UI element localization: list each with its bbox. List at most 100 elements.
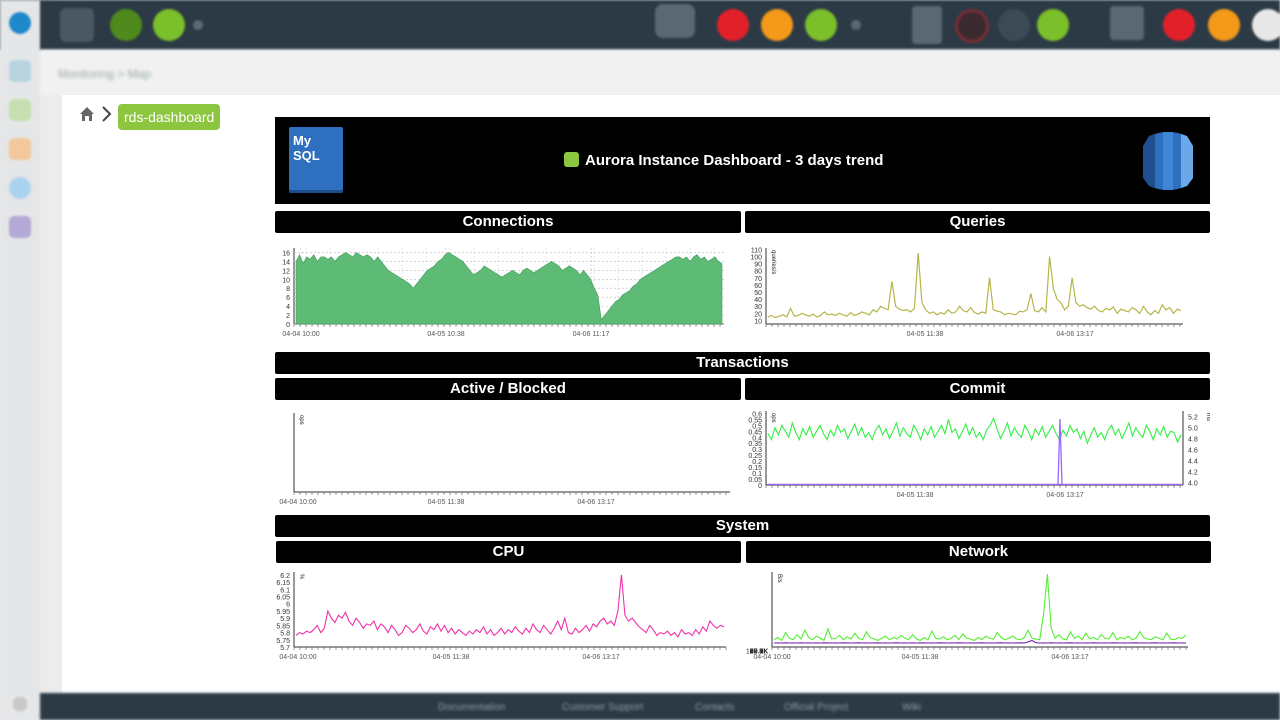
expand-icon[interactable] [13, 697, 27, 711]
top-breadcrumb-text: Monitoring > Map [58, 67, 152, 81]
footer-link[interactable]: Customer Support [562, 702, 644, 713]
y-tick-label: 5.8 [280, 631, 290, 638]
connections-area [295, 252, 723, 325]
y-tick-label: 0.25 [748, 453, 762, 460]
section-commit: Commit [745, 378, 1210, 400]
y-tick-label: 58.6K [750, 649, 769, 656]
right-y-tick-label: 4.2 [1188, 469, 1198, 476]
avatar[interactable] [1252, 9, 1280, 41]
footer-link[interactable]: Official Project [784, 702, 849, 713]
network-icon[interactable] [1110, 6, 1144, 40]
mail-icon[interactable] [9, 138, 31, 160]
app-icon[interactable] [60, 8, 94, 42]
section-queries: Queries [745, 211, 1210, 233]
y-unit-label: ops [298, 415, 304, 425]
status-green-icon[interactable] [110, 9, 142, 41]
y-tick-label: 5.75 [276, 638, 290, 645]
home-icon[interactable] [9, 60, 31, 82]
chevron-down-icon[interactable] [193, 20, 203, 30]
y-tick-label: 10 [282, 277, 290, 284]
y-tick-label: 90 [754, 262, 762, 269]
dashboard-title-text: Aurora Instance Dashboard - 3 days trend [585, 152, 884, 169]
y-tick-label: 6 [286, 602, 290, 609]
y-tick-label: 50 [754, 290, 762, 297]
status-square-icon [564, 152, 579, 167]
y-tick-label: 70 [754, 276, 762, 283]
y-unit-label: ms [1205, 413, 1210, 421]
commit-ops-line [767, 416, 1182, 445]
y-tick-label: 0.2 [752, 459, 762, 466]
section-system: System [275, 515, 1210, 537]
right-y-tick-label: 4.0 [1188, 480, 1198, 487]
x-tick-label: 04-05 11:38 [897, 492, 934, 499]
status-green-icon[interactable] [153, 9, 185, 41]
status-green-icon[interactable] [1037, 9, 1069, 41]
queries-line [767, 252, 1182, 319]
y-tick-label: 14 [282, 259, 290, 266]
commit-chart: 00.050.10.150.20.250.30.350.40.450.50.55… [748, 411, 1210, 499]
y-tick-label: 97.7K [750, 649, 769, 656]
alert-red-icon[interactable] [717, 9, 749, 41]
y-tick-label: 5.95 [276, 609, 290, 616]
dashboard-title: Aurora Instance Dashboard - 3 days trend [564, 152, 883, 169]
y-tick-label: 0.15 [748, 465, 762, 472]
y-tick-label: 0.45 [748, 429, 762, 436]
dashboard-header: My SQL Aurora Instance Dashboard - 3 day… [275, 117, 1210, 204]
y-tick-label: 12 [282, 268, 290, 275]
server-icon[interactable] [912, 6, 942, 44]
y-tick-label: 4 [286, 304, 290, 311]
y-tick-label: 0.05 [748, 477, 762, 484]
footer: Documentation Customer Support Contacts … [40, 693, 1280, 720]
alert-orange-icon[interactable] [1208, 9, 1240, 41]
alert-red-icon[interactable] [1163, 9, 1195, 41]
section-connections: Connections [275, 211, 741, 233]
active-blocked-chart: 04-04 10:00 04-05 11:38 04-06 13:17 ops [279, 413, 730, 506]
mysql-logo: My SQL [289, 127, 343, 190]
status-dark-icon[interactable] [998, 9, 1030, 41]
aurora-logo-icon [1143, 132, 1193, 190]
x-tick-label: 04-05 10:38 [427, 331, 464, 338]
alert-green-icon[interactable] [805, 9, 837, 41]
chart-icon[interactable] [9, 216, 31, 238]
y-tick-label: 29.3K [750, 649, 769, 656]
y-tick-label: 16 [282, 250, 290, 257]
y-tick-label: 78.1K [750, 649, 769, 656]
commit-latency-spike [1057, 418, 1063, 485]
y-tick-label: 6.1 [280, 587, 290, 594]
record-icon[interactable] [955, 9, 989, 43]
section-active-blocked: Active / Blocked [275, 378, 741, 400]
globe-icon[interactable] [9, 177, 31, 199]
left-sidebar [0, 0, 40, 720]
y-tick-label: 6.2 [280, 573, 290, 580]
x-tick-label: 04-06 13:17 [1051, 654, 1088, 661]
footer-link[interactable]: Documentation [438, 702, 506, 713]
y-tick-label: 87.9K [750, 649, 769, 656]
y-tick-label: 6.15 [276, 580, 290, 587]
logo-icon[interactable] [9, 12, 31, 34]
y-tick-label: 110 [751, 247, 762, 254]
y-tick-label: 6 [286, 295, 290, 302]
x-tick-label: 04-04 10:00 [279, 499, 316, 506]
footer-link[interactable]: Wiki [902, 702, 921, 713]
footer-link[interactable]: Contacts [695, 702, 735, 713]
monitor-icon[interactable] [9, 99, 31, 121]
x-tick-label: 04-06 11:17 [573, 331, 610, 338]
home-icon[interactable] [79, 106, 95, 122]
y-unit-label: % [298, 574, 304, 580]
y-tick-label: 30 [754, 304, 762, 311]
chevron-down-icon[interactable] [851, 20, 861, 30]
right-y-tick-label: 4.8 [1188, 436, 1198, 443]
section-network: Network [746, 541, 1211, 563]
y-tick-label: 0.6 [752, 411, 762, 418]
breadcrumb-current[interactable]: rds-dashboard [118, 104, 221, 130]
cloud-icon[interactable] [655, 4, 695, 38]
chevron-right-icon [102, 106, 112, 122]
alert-orange-icon[interactable] [761, 9, 793, 41]
y-tick-label: 9.8K [754, 649, 769, 656]
network-in-line [773, 574, 1187, 642]
y-unit-label: ops [770, 413, 776, 423]
y-tick-label: 40 [754, 297, 762, 304]
y-tick-label: 100 [750, 255, 762, 262]
